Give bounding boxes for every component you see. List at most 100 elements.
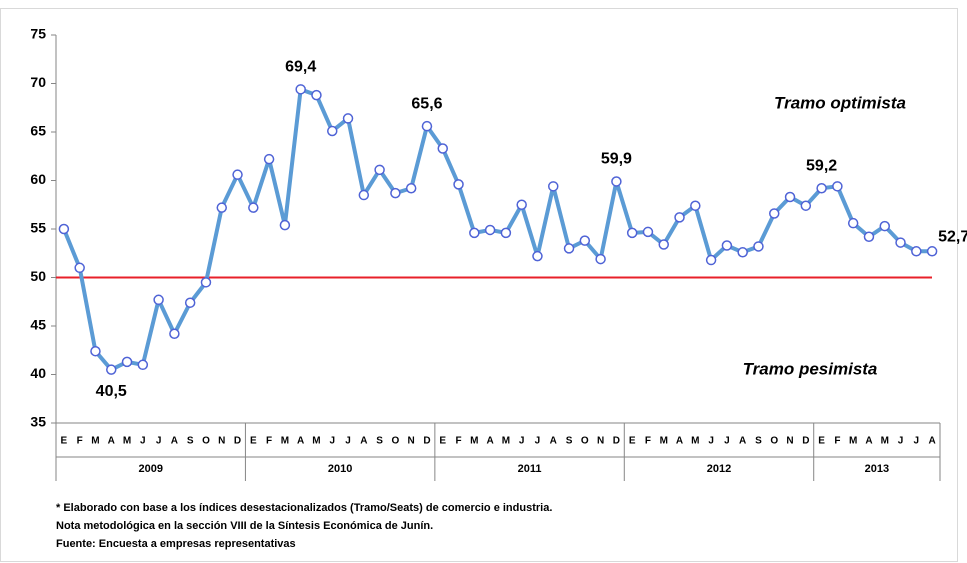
x-tick-label: N — [408, 436, 415, 447]
x-tick-label: F — [266, 436, 272, 447]
data-label: 59,9 — [601, 151, 632, 168]
data-point — [263, 153, 275, 165]
x-tick-label: J — [156, 436, 162, 447]
x-tick-label: N — [218, 436, 225, 447]
x-tick-label: E — [818, 436, 825, 447]
x-tick-label: M — [881, 436, 889, 447]
data-label: 69,4 — [285, 59, 316, 76]
y-tick-label: 70 — [30, 74, 46, 90]
x-tick-label: J — [329, 436, 335, 447]
year-label: 2010 — [328, 463, 352, 475]
x-tick-label: A — [676, 436, 683, 447]
footnote: Fuente: Encuesta a empresas representati… — [56, 538, 296, 550]
data-point — [437, 143, 448, 154]
y-tick-label: 35 — [30, 414, 46, 430]
y-tick-label: 65 — [30, 123, 46, 139]
x-tick-label: F — [77, 436, 83, 447]
data-point — [800, 200, 812, 211]
data-line — [62, 87, 933, 372]
x-tick-label: D — [234, 436, 241, 447]
x-tick-label: A — [739, 436, 746, 447]
x-tick-label: E — [629, 436, 636, 447]
x-tick-label: A — [486, 436, 493, 447]
data-point — [753, 241, 764, 252]
x-tick-label: M — [312, 436, 320, 447]
x-tick-label: E — [439, 436, 446, 447]
x-tick-label: S — [187, 436, 194, 447]
x-tick-label: F — [455, 436, 461, 447]
x-tick-label: N — [786, 436, 793, 447]
data-point — [184, 297, 196, 308]
data-point — [232, 169, 243, 180]
data-point — [784, 191, 796, 203]
data-point — [579, 235, 591, 246]
x-tick-label: F — [834, 436, 840, 447]
data-point — [832, 181, 843, 192]
x-tick-label: A — [297, 436, 304, 447]
data-point — [516, 199, 527, 210]
data-point — [342, 113, 354, 124]
x-tick-label: N — [597, 436, 604, 447]
data-point — [469, 227, 480, 239]
data-point — [169, 328, 180, 340]
x-tick-label: S — [376, 436, 383, 447]
annotation-pesimista: Tramo pesimista — [743, 359, 878, 378]
x-tick-label: A — [928, 436, 935, 447]
data-point — [690, 200, 701, 211]
data-point — [200, 277, 212, 288]
data-point — [721, 240, 733, 251]
x-tick-label: J — [914, 436, 920, 447]
x-tick-label: J — [708, 436, 714, 447]
data-point — [311, 89, 322, 101]
x-tick-label: M — [849, 436, 857, 447]
data-label: 59,2 — [806, 157, 837, 174]
data-point — [216, 202, 227, 213]
year-label: 2012 — [707, 463, 731, 475]
data-point — [405, 183, 417, 194]
x-tick-label: M — [281, 436, 289, 447]
data-point — [769, 208, 780, 219]
data-point — [137, 359, 149, 371]
x-tick-label: A — [108, 436, 115, 447]
x-tick-label: S — [566, 436, 573, 447]
footnote: Nota metodológica en la sección VIII de … — [56, 520, 433, 532]
data-point — [626, 227, 638, 239]
x-tick-label: M — [691, 436, 699, 447]
x-tick-label: A — [865, 436, 872, 447]
x-tick-label: O — [581, 436, 589, 447]
y-tick-label: 50 — [30, 268, 46, 284]
y-tick-label: 45 — [30, 317, 46, 333]
data-point — [279, 219, 291, 231]
data-point — [642, 226, 654, 238]
x-tick-label: D — [423, 436, 430, 447]
x-tick-label: O — [392, 436, 400, 447]
data-point — [453, 179, 464, 190]
x-tick-label: A — [171, 436, 178, 447]
x-tick-label: M — [660, 436, 668, 447]
x-tick-label: J — [519, 436, 525, 447]
data-point — [816, 183, 827, 194]
data-point — [595, 253, 606, 265]
x-tick-label: M — [470, 436, 478, 447]
data-point — [879, 220, 890, 232]
data-point — [153, 294, 164, 306]
annotation-optimista: Tramo optimista — [774, 93, 906, 112]
y-tick-label: 75 — [30, 26, 46, 42]
x-tick-label: O — [770, 436, 778, 447]
data-point — [74, 262, 85, 274]
data-point — [658, 239, 669, 250]
data-point — [847, 217, 859, 229]
data-point — [532, 250, 543, 262]
year-label: 2009 — [138, 463, 162, 475]
data-point — [390, 187, 401, 199]
data-label: 65,6 — [411, 95, 442, 112]
x-tick-label: J — [898, 436, 904, 447]
y-tick-label: 60 — [30, 171, 46, 187]
data-point — [674, 212, 685, 223]
data-point — [737, 247, 748, 258]
data-point — [90, 345, 101, 357]
x-tick-label: A — [360, 436, 367, 447]
x-tick-label: J — [140, 436, 146, 447]
year-label: 2011 — [518, 463, 542, 475]
